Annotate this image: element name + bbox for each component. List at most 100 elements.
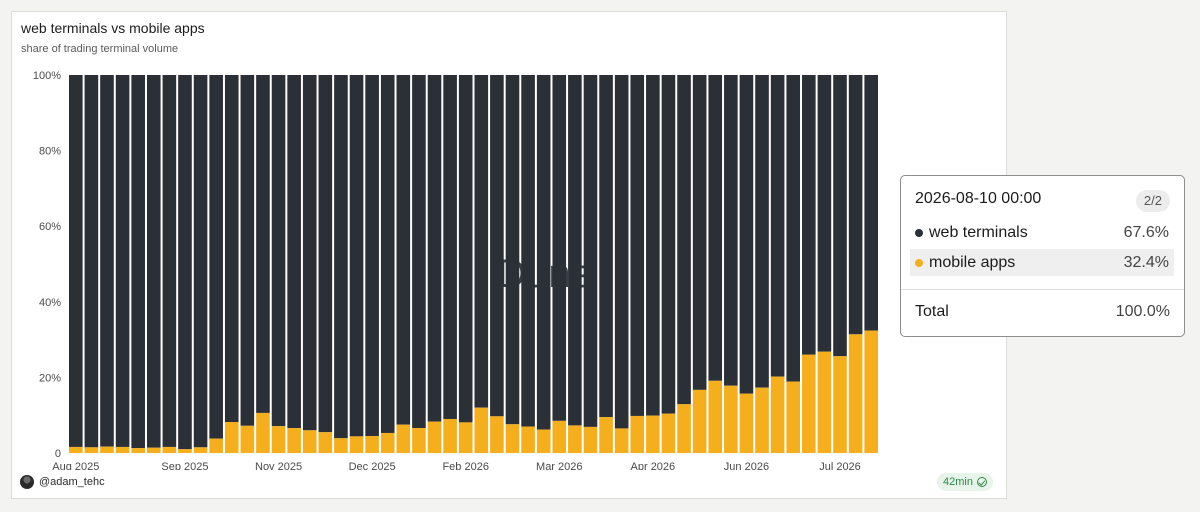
bar-web-terminals [864,75,878,331]
bar-mobile-apps [396,424,411,453]
bar-web-terminals [318,75,333,433]
bar-web-terminals [412,75,426,429]
bar-mobile-apps [380,432,395,453]
bar-web-terminals [474,75,489,408]
tooltip-series-value: 32.4% [1123,253,1169,271]
bar-mobile-apps [412,428,426,453]
bar-mobile-apps [302,430,317,453]
bar-web-terminals [536,75,551,430]
bar-web-terminals [583,75,598,427]
bar-web-terminals [599,75,613,418]
bar-mobile-apps [848,334,863,453]
bar-mobile-apps [256,412,270,453]
bar-web-terminals [115,75,130,447]
check-circle-icon [976,477,987,487]
bar-mobile-apps [536,429,551,453]
bar-mobile-apps [100,446,114,453]
bar-web-terminals [224,75,239,423]
x-tick-label: Jul 2026 [819,461,861,470]
tooltip-series-name: web terminals [929,223,1028,241]
bar-mobile-apps [708,380,723,453]
bar-web-terminals [365,75,379,436]
bar-web-terminals [427,75,442,422]
bar-mobile-apps [786,381,801,453]
bar-web-terminals [380,75,395,433]
bar-mobile-apps [349,436,364,453]
bar-web-terminals [334,75,348,439]
tooltip-series-value: 67.6% [1123,223,1169,241]
bar-web-terminals [505,75,520,425]
y-tick-label: 80% [39,146,61,158]
bar-mobile-apps [552,420,567,453]
bar-mobile-apps [427,421,442,453]
tooltip-row-web-terminals: web terminals 67.6% [910,219,1174,246]
bar-web-terminals [614,75,629,429]
bar-mobile-apps [724,385,738,453]
bar-web-terminals [724,75,738,386]
bar-mobile-apps [521,426,535,453]
bar-web-terminals [802,75,816,355]
bar-mobile-apps [458,422,473,453]
tooltip-divider [901,289,1184,290]
bar-mobile-apps [490,416,504,453]
bar-mobile-apps [817,351,832,453]
bar-web-terminals [146,75,161,448]
bar-mobile-apps [131,448,145,453]
bar-web-terminals [193,75,208,448]
bar-mobile-apps [614,428,629,453]
series-color-dot [915,258,923,267]
bar-mobile-apps [802,354,816,453]
bar-web-terminals [256,75,270,413]
bar-web-terminals [646,75,660,416]
bar-web-terminals [661,75,676,414]
bar-mobile-apps [755,387,769,453]
bar-web-terminals [396,75,411,425]
bar-web-terminals [770,75,785,377]
x-tick-label: Feb 2026 [442,461,488,470]
bar-web-terminals [568,75,582,426]
bar-mobile-apps [178,449,192,453]
y-tick-label: 100% [33,70,61,82]
author-credit[interactable]: @adam_tehc [20,475,105,489]
tooltip-date: 2026-08-10 00:00 [915,190,1042,207]
chart-subtitle: share of trading terminal volume [21,43,179,55]
x-tick-label: Nov 2025 [255,461,302,470]
chart-title: web terminals vs mobile apps [21,20,205,36]
bar-mobile-apps [661,413,676,453]
bar-mobile-apps [833,356,847,453]
bar-web-terminals [630,75,645,416]
bar-mobile-apps [365,435,379,453]
bar-mobile-apps [583,426,598,453]
tooltip-total-label: Total [915,303,949,320]
bar-web-terminals [692,75,707,390]
tooltip-row-mobile-apps: mobile apps 32.4% [910,249,1174,276]
x-tick-label: Dec 2025 [349,461,396,470]
bar-mobile-apps [739,393,754,453]
x-tick-label: Sep 2025 [161,461,208,470]
author-name: @adam_tehc [39,476,105,488]
bar-mobile-apps [209,438,223,453]
bar-mobile-apps [271,426,286,453]
bar-web-terminals [131,75,145,449]
bar-mobile-apps [69,446,83,453]
tooltip-page-indicator: 2/2 [1135,190,1170,212]
refresh-status-badge[interactable]: 42min [937,473,993,491]
bar-mobile-apps [224,422,239,453]
bar-web-terminals [755,75,769,388]
bar-web-terminals [100,75,114,447]
bar-web-terminals [271,75,286,427]
bar-mobile-apps [287,428,301,453]
bar-web-terminals [848,75,863,335]
bar-mobile-apps [630,415,645,453]
bar-mobile-apps [770,376,785,453]
bar-mobile-apps [443,418,457,453]
bar-web-terminals [302,75,317,431]
bar-web-terminals [443,75,457,419]
bar-web-terminals [786,75,801,382]
y-tick-label: 60% [39,221,61,233]
bar-mobile-apps [864,330,878,453]
bar-mobile-apps [115,446,130,453]
bar-web-terminals [817,75,832,352]
refresh-age: 42min [943,476,973,488]
